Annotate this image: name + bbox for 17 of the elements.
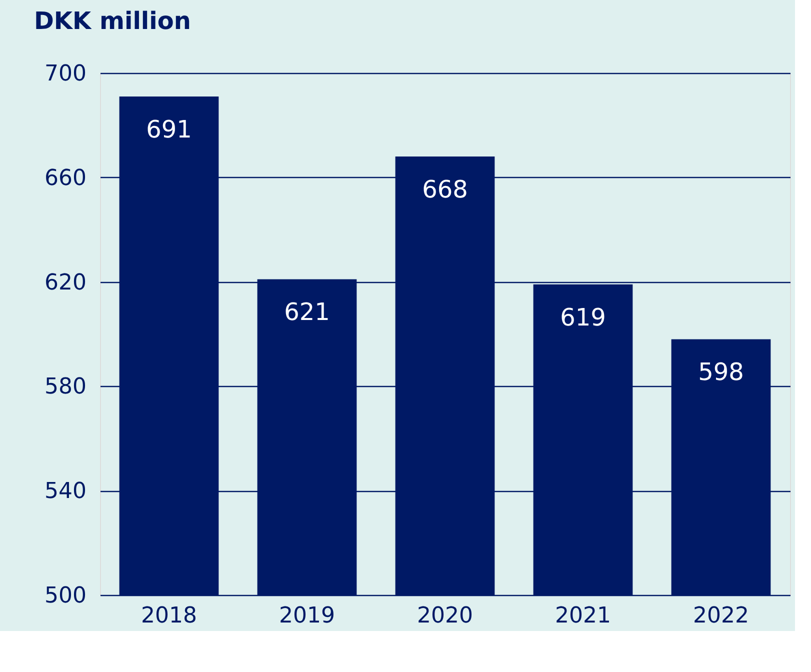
x-tick-label: 2022 (693, 604, 749, 628)
chart-title: DKK million (34, 7, 191, 35)
y-tick-label: 500 (44, 584, 86, 608)
data-label: 668 (422, 176, 468, 204)
x-tick-label: 2021 (555, 604, 611, 628)
data-label: 598 (698, 358, 744, 386)
y-tick-label: 660 (44, 166, 86, 191)
y-tick-label: 540 (44, 479, 86, 504)
y-tick-label: 620 (44, 270, 86, 296)
data-label: 691 (146, 115, 192, 144)
x-tick-label: 2020 (417, 604, 473, 628)
y-tick-label: 580 (44, 374, 86, 400)
y-tick-label: 700 (44, 62, 86, 86)
x-tick-label: 2018 (141, 604, 197, 628)
data-label: 621 (284, 298, 330, 326)
x-tick-label: 2019 (279, 604, 335, 628)
data-label: 619 (560, 303, 606, 332)
